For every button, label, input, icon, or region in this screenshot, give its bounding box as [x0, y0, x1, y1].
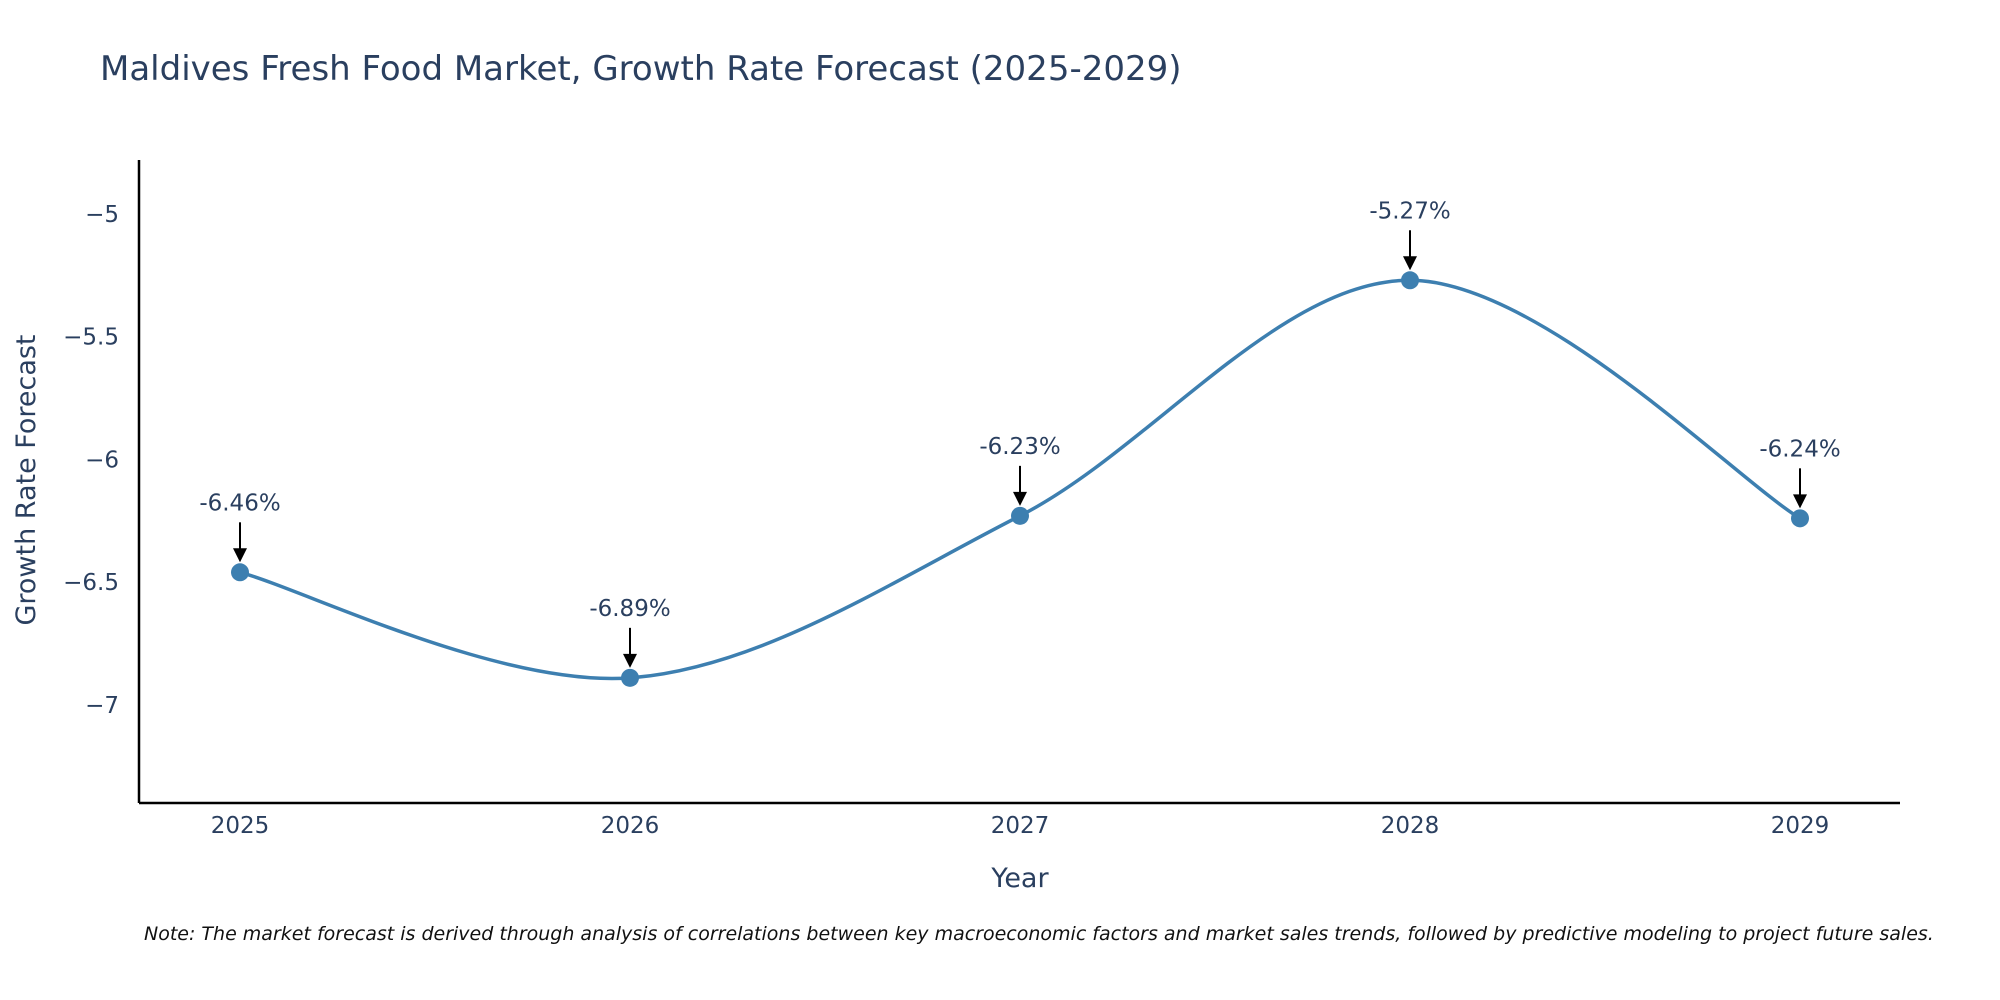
y-tick-label: −6	[85, 447, 119, 473]
y-axis-title: Growth Rate Forecast	[11, 334, 42, 625]
footnote: Note: The market forecast is derived thr…	[144, 923, 1934, 945]
annotation-arrowhead	[1403, 256, 1417, 271]
chart-title: Maldives Fresh Food Market, Growth Rate …	[100, 49, 1182, 89]
x-tick-label: 2028	[1381, 813, 1440, 839]
data-label: -6.89%	[589, 596, 670, 622]
data-label: -6.23%	[979, 434, 1060, 460]
data-label: -6.46%	[199, 490, 280, 516]
y-tick-label: −6.5	[63, 570, 119, 596]
x-axis-ticks: 2025 2026 2027 2028 2029	[211, 813, 1830, 839]
y-tick-label: −7	[85, 693, 119, 719]
data-point-2027[interactable]	[1011, 506, 1029, 525]
data-point-2028[interactable]	[1401, 271, 1419, 290]
x-tick-label: 2025	[211, 813, 270, 839]
x-tick-label: 2026	[601, 813, 660, 839]
series-line	[239, 278, 1801, 681]
annotation-arrowhead	[1793, 494, 1807, 509]
data-point-2026[interactable]	[621, 668, 639, 687]
data-annotations: -6.46% -6.89% -6.23% -5.27% -6.24%	[199, 198, 1841, 668]
annotation-arrowhead	[623, 653, 637, 668]
y-tick-label: −5.5	[63, 325, 119, 351]
data-points	[231, 271, 1809, 687]
y-tick-label: −5	[85, 202, 119, 228]
y-axis-ticks: −5 −5.5 −6 −6.5 −7	[63, 202, 119, 719]
data-point-2029[interactable]	[1791, 509, 1809, 528]
data-point-2025[interactable]	[231, 563, 249, 582]
data-label: -6.24%	[1759, 436, 1840, 462]
x-tick-label: 2029	[1771, 813, 1830, 839]
annotation-arrowhead	[1013, 491, 1027, 506]
x-axis-title: Year	[990, 863, 1049, 894]
data-label: -5.27%	[1369, 198, 1450, 224]
x-tick-label: 2027	[991, 813, 1050, 839]
annotation-arrowhead	[233, 548, 247, 563]
